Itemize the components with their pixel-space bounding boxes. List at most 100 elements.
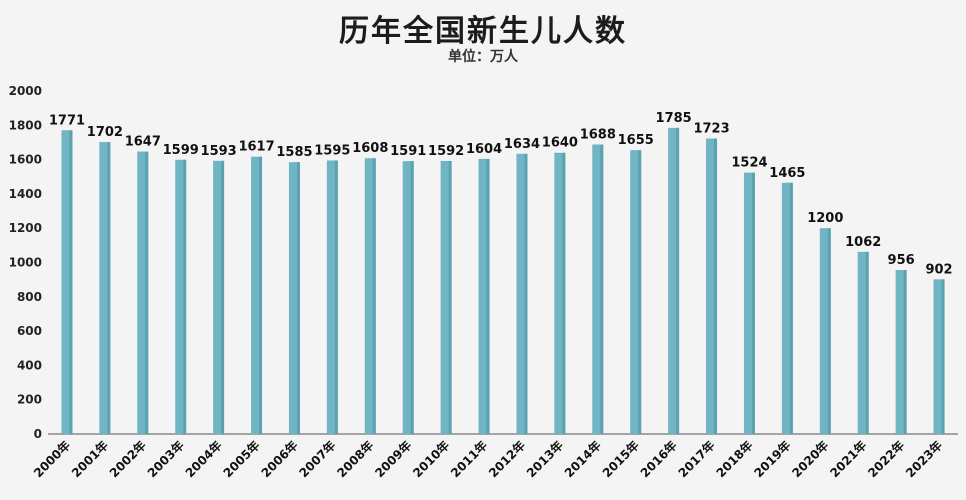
- x-tick-label: 2023年: [902, 438, 945, 481]
- bar-shade: [638, 150, 642, 435]
- x-tick-label: 2016年: [637, 438, 680, 481]
- bar: [61, 130, 73, 434]
- data-label: 1634: [504, 137, 540, 152]
- bar-shade: [221, 160, 225, 434]
- bar-shade: [486, 158, 490, 434]
- bar: [706, 138, 718, 434]
- y-tick-label: 1600: [9, 153, 42, 167]
- x-tick-label: 2003年: [144, 438, 187, 481]
- bar: [895, 270, 907, 434]
- data-label: 1604: [466, 142, 502, 157]
- y-tick-label: 1000: [9, 256, 42, 270]
- data-label: 1599: [163, 143, 199, 158]
- x-tick-label: 2008年: [334, 438, 377, 481]
- data-label: 956: [888, 253, 915, 268]
- bar: [137, 151, 149, 435]
- bar-shade: [410, 161, 414, 434]
- data-label: 1640: [542, 136, 578, 151]
- bar: [478, 158, 490, 434]
- data-label: 1688: [580, 128, 616, 143]
- x-tick-label: 2001年: [68, 438, 111, 481]
- bar: [516, 153, 528, 435]
- data-label: 1771: [49, 113, 85, 128]
- y-tick-label: 0: [34, 427, 42, 441]
- y-tick-label: 200: [17, 393, 42, 407]
- x-tick-label: 2012年: [485, 438, 528, 481]
- x-tick-label: 2020年: [789, 438, 832, 481]
- x-tick-label: 2010年: [410, 438, 453, 481]
- chart-title: 历年全国新生儿人数: [339, 14, 627, 49]
- bar-shade: [865, 251, 869, 434]
- bar-shade: [334, 160, 338, 434]
- y-tick-label: 600: [17, 324, 42, 338]
- bar-shade: [941, 279, 945, 434]
- bar-shade: [903, 270, 907, 434]
- data-label: 1585: [276, 145, 312, 160]
- bar-shade: [107, 142, 111, 434]
- bar: [781, 182, 793, 434]
- data-label: 1655: [618, 133, 654, 148]
- x-tick-label: 2006年: [258, 438, 301, 481]
- chart-subtitle: 单位：万人: [448, 49, 518, 65]
- bar-shade: [751, 172, 755, 434]
- bar: [440, 160, 452, 435]
- y-tick-label: 1400: [9, 187, 42, 201]
- bar: [592, 144, 604, 434]
- bar-shade: [827, 228, 831, 434]
- data-label: 1591: [390, 144, 426, 159]
- bar-shade: [259, 156, 263, 434]
- data-label: 1465: [769, 166, 805, 181]
- x-tick-label: 2005年: [220, 438, 263, 481]
- bar-shade: [183, 159, 187, 435]
- bar-shade: [145, 151, 149, 435]
- data-label: 1785: [656, 111, 692, 126]
- bar-shade: [600, 144, 604, 434]
- x-tick-label: 2002年: [106, 438, 149, 481]
- data-label: 1593: [201, 144, 237, 159]
- bar: [175, 159, 187, 435]
- bar: [933, 279, 945, 434]
- bar-shade: [69, 130, 73, 434]
- bar: [743, 172, 755, 434]
- bar-shade: [714, 138, 718, 434]
- x-tick-label: 2007年: [296, 438, 339, 481]
- y-tick-label: 400: [17, 358, 42, 372]
- x-tick-label: 2000年: [30, 438, 73, 481]
- y-tick-label: 2000: [9, 84, 42, 98]
- x-tick-label: 2022年: [865, 438, 908, 481]
- y-tick-label: 1200: [9, 221, 42, 235]
- bar: [251, 156, 263, 434]
- data-label: 1592: [428, 144, 464, 159]
- x-tick-label: 2014年: [561, 438, 604, 481]
- bar-shade: [789, 182, 793, 434]
- x-tick-label: 2015年: [599, 438, 642, 481]
- x-tick-label: 2021年: [827, 438, 870, 481]
- bar-shade: [448, 160, 452, 435]
- x-tick-label: 2017年: [675, 438, 718, 481]
- data-label: 1608: [352, 141, 388, 156]
- bar: [288, 162, 300, 435]
- bar: [364, 158, 376, 434]
- bar: [819, 228, 831, 434]
- data-label: 1702: [87, 125, 123, 140]
- bar: [630, 150, 642, 435]
- data-label: 1647: [125, 135, 161, 150]
- bar-shade: [562, 152, 566, 435]
- bar: [326, 160, 338, 434]
- bar: [857, 251, 869, 434]
- x-tick-label: 2018年: [713, 438, 756, 481]
- bar-shade: [372, 158, 376, 434]
- data-label: 1524: [731, 156, 767, 171]
- x-tick-label: 2019年: [751, 438, 794, 481]
- bar: [402, 161, 414, 434]
- bar: [554, 152, 566, 435]
- x-tick-label: 2009年: [372, 438, 415, 481]
- x-tick-label: 2011年: [447, 438, 490, 481]
- bar: [213, 160, 225, 434]
- y-tick-label: 1800: [9, 118, 42, 132]
- data-label: 1723: [693, 122, 729, 137]
- y-tick-label: 800: [17, 290, 42, 304]
- bar-shade: [296, 162, 300, 435]
- bar-shade: [676, 127, 680, 434]
